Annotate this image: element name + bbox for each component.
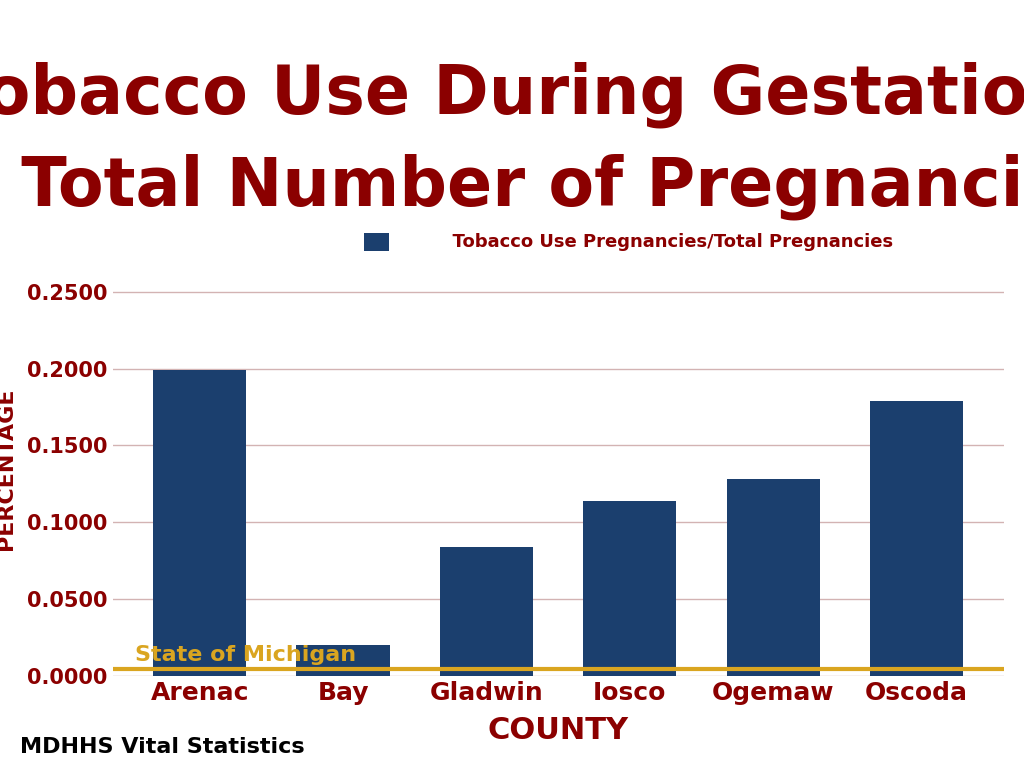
Bar — [154, 370, 247, 676]
Text: Tobacco Use Pregnancies/Total Pregnancies: Tobacco Use Pregnancies/Total Pregnancie… — [440, 233, 894, 251]
Text: Tobacco Use During Gestation: Tobacco Use During Gestation — [0, 61, 1024, 128]
X-axis label: COUNTY: COUNTY — [487, 716, 629, 745]
Bar — [869, 401, 963, 676]
Y-axis label: PERCENTAGE: PERCENTAGE — [0, 387, 16, 550]
Bar — [440, 547, 534, 676]
Text: State of Michigan: State of Michigan — [135, 645, 356, 665]
Text: MDHHS Vital Statistics: MDHHS Vital Statistics — [20, 737, 305, 756]
Text: vs Total Number of Pregnancies: vs Total Number of Pregnancies — [0, 154, 1024, 220]
Bar — [726, 479, 819, 676]
Bar — [583, 501, 676, 676]
Bar — [297, 645, 390, 676]
